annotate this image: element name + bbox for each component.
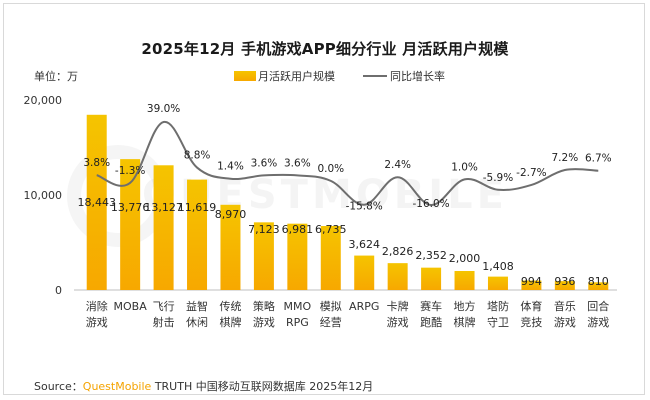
- bar: [120, 159, 141, 290]
- y-tick-label: 10,000: [24, 189, 63, 202]
- x-tick-label: 传统: [219, 300, 241, 313]
- growth-label: 8.8%: [184, 150, 211, 162]
- bar-value-label: 13,127: [144, 201, 183, 214]
- x-tick-label: RPG: [286, 316, 309, 329]
- bar-value-label: 994: [521, 275, 542, 288]
- x-tick-label: 游戏: [86, 316, 108, 329]
- bar: [421, 267, 442, 290]
- x-tick-label: 音乐: [554, 299, 576, 313]
- legend-item-bar: 月活跃用户规模: [234, 68, 335, 84]
- x-tick-label: 消除: [86, 299, 108, 313]
- bar: [521, 280, 542, 290]
- y-tick-label: 20,000: [24, 94, 63, 107]
- bar: [153, 165, 174, 290]
- x-tick-label: MMO: [284, 300, 312, 313]
- growth-line: [96, 121, 599, 207]
- bar-value-label: 2,826: [382, 245, 414, 258]
- x-tick-label: 体育: [520, 299, 542, 313]
- bar-value-label: 13,776: [111, 201, 150, 214]
- bar-value-label: 11,619: [178, 201, 217, 214]
- x-tick-label: 游戏: [554, 316, 576, 329]
- growth-label: 1.4%: [217, 161, 244, 173]
- source-line: Source：QuestMobile TRUTH 中国移动互联网数据库 2025…: [34, 378, 373, 394]
- growth-label: -2.7%: [516, 167, 546, 179]
- bar-value-label: 2,000: [449, 252, 481, 265]
- growth-label: 6.7%: [585, 153, 612, 165]
- x-tick-label: 经营: [320, 315, 342, 329]
- source-brand: QuestMobile: [82, 380, 152, 393]
- x-tick-label: 卡牌: [387, 299, 409, 313]
- x-tick-label: MOBA: [114, 300, 148, 313]
- x-tick-label: 游戏: [587, 316, 609, 329]
- growth-label: 3.6%: [284, 157, 311, 169]
- x-tick-label: 棋牌: [454, 315, 476, 329]
- x-tick-label: 射击: [153, 315, 175, 329]
- bar-value-label: 8,970: [215, 208, 247, 221]
- x-tick-label: 游戏: [387, 316, 409, 329]
- bar: [86, 114, 107, 290]
- growth-label: -5.9%: [483, 172, 513, 184]
- growth-label: -1.3%: [115, 165, 145, 177]
- legend-item-line: 同比增长率: [363, 68, 445, 84]
- x-tick-label: 飞行: [153, 300, 175, 313]
- unit-label: 单位：万: [34, 70, 78, 83]
- chart-frame: [3, 3, 645, 395]
- bar-value-label: 936: [554, 275, 575, 288]
- bar: [588, 282, 609, 290]
- x-tick-label: 益智: [186, 299, 208, 313]
- bar-value-label: 7,123: [248, 223, 280, 236]
- growth-label: 7.2%: [552, 152, 579, 164]
- bar: [387, 263, 408, 290]
- bar-value-label: 6,735: [315, 223, 347, 236]
- x-tick-label: 地方: [454, 299, 476, 313]
- legend-bar-swatch: [234, 71, 256, 81]
- x-tick-label: 策略: [253, 299, 275, 313]
- bar-value-label: 18,443: [77, 196, 116, 209]
- bar-value-label: 810: [588, 275, 609, 288]
- x-tick-label: 塔防: [487, 299, 509, 313]
- x-tick-label: 守卫: [487, 315, 509, 329]
- growth-label: 1.0%: [451, 161, 478, 173]
- x-tick-label: 棋牌: [219, 315, 241, 329]
- source-rest: TRUTH 中国移动互联网数据库 2025年12月: [154, 380, 374, 393]
- bar: [554, 281, 575, 290]
- x-tick-label: ARPG: [349, 300, 379, 313]
- legend: 月活跃用户规模 同比增长率: [234, 68, 473, 84]
- growth-label: 3.8%: [83, 157, 110, 169]
- growth-label: -15.8%: [346, 201, 383, 213]
- chart-title: 2025年12月 手机游戏APP细分行业 月活跃用户规模: [141, 40, 509, 58]
- bar: [287, 223, 308, 290]
- bar-value-label: 3,624: [348, 238, 380, 251]
- growth-label: -16.0%: [413, 198, 450, 210]
- bar-value-label: 2,352: [415, 249, 447, 262]
- x-tick-label: 休闲: [186, 315, 208, 329]
- bar: [187, 179, 208, 290]
- bar: [354, 255, 375, 290]
- growth-label: 39.0%: [147, 103, 180, 115]
- growth-label: 2.4%: [384, 159, 411, 171]
- bar: [454, 271, 475, 290]
- growth-label: 3.6%: [251, 157, 278, 169]
- x-tick-label: 回合: [587, 299, 609, 313]
- y-tick-label: 0: [55, 284, 62, 297]
- bar-value-label: 1,408: [482, 260, 514, 273]
- x-tick-label: 游戏: [253, 316, 275, 329]
- legend-bar-label: 月活跃用户规模: [258, 70, 335, 83]
- legend-line-label: 同比增长率: [390, 70, 445, 83]
- growth-label: 0.0%: [317, 163, 344, 175]
- x-tick-label: 模拟: [320, 299, 342, 313]
- source-prefix: Source：: [34, 380, 83, 393]
- bar: [253, 222, 274, 290]
- x-tick-label: 赛车: [420, 299, 442, 313]
- bar: [487, 276, 508, 290]
- x-tick-label: 跑酷: [420, 315, 442, 329]
- bar-value-label: 6,981: [282, 223, 314, 236]
- bar: [220, 204, 241, 290]
- legend-line-swatch: [363, 75, 387, 77]
- bar: [320, 226, 341, 290]
- x-tick-label: 竞技: [520, 315, 542, 329]
